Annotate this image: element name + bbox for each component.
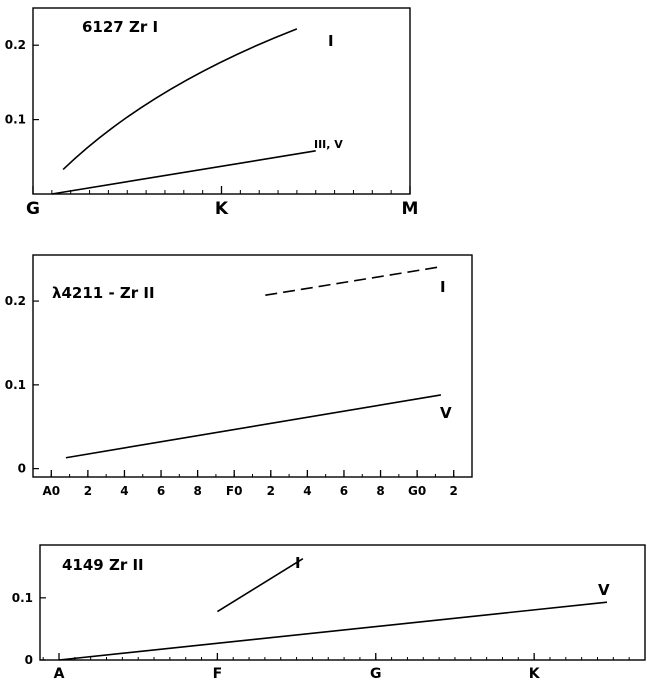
chart-title: λ4211 - Zr II: [52, 284, 155, 302]
series-line-2: [51, 150, 316, 195]
series-line-1: [216, 557, 304, 613]
x-tick-label: 8: [376, 484, 384, 498]
series-label: I: [328, 32, 334, 50]
x-tick-label: G: [370, 666, 382, 680]
x-tick-label: K: [529, 666, 541, 680]
chart-panel-2: A0 2 4 6 8 F0 2 4 6 8 G0 2 0 0.1 0.2 λ4211 - Zr II I V: [5, 254, 473, 498]
x-tick-label: 8: [193, 484, 201, 498]
chart-title: 6127 Zr I: [82, 18, 158, 36]
chart-panel-3: A F G K 0 0.1 4149 Zr II I V: [12, 544, 646, 680]
chart-title: 4149 Zr II: [62, 556, 144, 574]
series-label: V: [598, 581, 610, 599]
chart-panel-1: G K M 0.1 0.2 6127 Zr I I III, V: [5, 7, 419, 219]
y-tick-label: 0.2: [5, 294, 26, 308]
x-tick-label: A: [54, 666, 65, 680]
series-line-1: [62, 28, 298, 171]
x-tick-label: K: [215, 199, 229, 219]
x-tick-label: F: [213, 666, 223, 680]
y-tick-label: 0: [25, 653, 33, 667]
x-tick-label: F0: [226, 484, 243, 498]
y-tick-label: 0.1: [5, 113, 26, 127]
x-tick-label: M: [402, 199, 419, 219]
x-tick-label: 4: [303, 484, 311, 498]
series-label: III, V: [314, 138, 343, 151]
x-tick-label: 2: [450, 484, 458, 498]
x-tick-label: 6: [340, 484, 348, 498]
x-tick-label: 6: [157, 484, 165, 498]
x-tick-label: G: [26, 199, 40, 219]
series-label: I: [295, 554, 301, 572]
series-line-2: [58, 601, 608, 661]
y-tick-label: 0.2: [5, 38, 26, 52]
x-tick-label: 2: [267, 484, 275, 498]
y-tick-label: 0.1: [12, 591, 33, 605]
x-tick-label: G0: [408, 484, 426, 498]
series-line-2: [65, 394, 442, 459]
y-tick-label: 0.1: [5, 378, 26, 392]
series-line-1: [265, 265, 442, 297]
x-tick-label: A0: [42, 484, 60, 498]
y-tick-label: 0: [18, 462, 26, 476]
plot-frame: [39, 544, 646, 661]
x-tick-label: 4: [120, 484, 128, 498]
series-label: I: [440, 278, 446, 296]
x-tick-label: 2: [84, 484, 92, 498]
series-label: V: [440, 404, 452, 422]
